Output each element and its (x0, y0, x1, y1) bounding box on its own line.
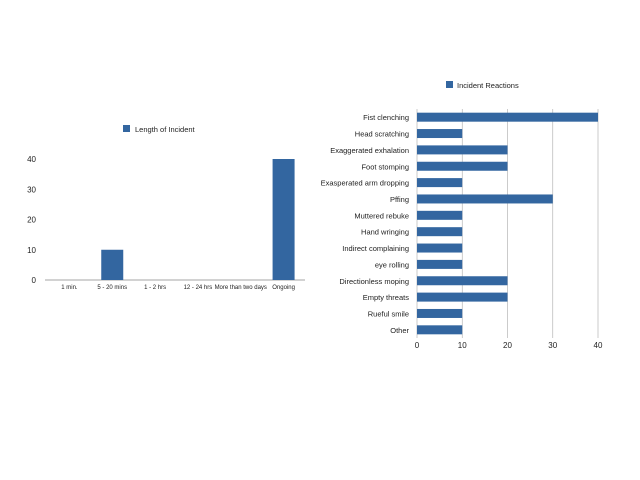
length-x-tick-label: 5 - 20 mins (97, 285, 127, 291)
reactions-bar (417, 112, 598, 122)
reactions-category-label: Pffing (390, 195, 409, 204)
reactions-category-label: Directionless moping (339, 277, 409, 286)
reactions-y-axis: Fist clenching Head scratching Exaggerated… (321, 113, 410, 335)
reactions-category-label: Indirect complaining (342, 244, 409, 253)
reactions-x-tick-label: 40 (594, 341, 603, 350)
reactions-category-label: Foot stomping (361, 162, 409, 171)
reactions-bar (417, 259, 463, 269)
reactions-x-tick-label: 0 (415, 341, 420, 350)
reactions-category-label: Exaggerated exhalation (330, 146, 409, 155)
reactions-bar (417, 292, 508, 302)
reactions-bar (417, 210, 463, 220)
reactions-x-tick-label: 10 (458, 341, 467, 350)
reactions-category-label: Rueful smile (368, 309, 409, 318)
reactions-bar (417, 145, 508, 155)
reactions-category-label: Muttered rebuke (354, 211, 409, 220)
reactions-category-label: eye rolling (375, 260, 409, 269)
reactions-category-label: Exasperated arm dropping (321, 179, 409, 188)
length-y-axis: 0 10 20 30 40 (27, 155, 36, 285)
length-bars (101, 159, 295, 280)
reactions-category-label: Hand wringing (361, 228, 409, 237)
reactions-bar (417, 178, 463, 188)
reactions-gridlines (416, 109, 599, 338)
reactions-x-tick-label: 30 (548, 341, 557, 350)
reactions-bar (417, 161, 508, 171)
reactions-category-label: Other (390, 326, 409, 335)
length-y-tick-label: 0 (32, 276, 37, 285)
reactions-category-label: Fist clenching (363, 113, 409, 122)
reactions-x-axis: 0 10 20 30 40 (415, 341, 603, 350)
reactions-bar (417, 308, 463, 318)
reactions-bar (417, 129, 463, 139)
reactions-bar (417, 276, 508, 286)
length-x-tick-label: Ongoing (272, 285, 295, 291)
reactions-bars (417, 112, 598, 335)
reactions-category-label: Head scratching (355, 130, 409, 139)
length-x-tick-label: 1 min. (61, 285, 78, 291)
length-of-incident-chart: Length of Incident 0 10 20 30 40 1 min. 5 - 2… (27, 125, 305, 291)
reactions-bar (417, 325, 463, 335)
length-legend-swatch (123, 125, 130, 132)
length-bar (101, 249, 124, 280)
length-x-tick-label: 12 - 24 hrs (184, 285, 213, 291)
length-y-tick-label: 20 (27, 216, 36, 225)
reactions-bar (417, 194, 553, 204)
reactions-x-tick-label: 20 (503, 341, 512, 350)
reactions-category-label: Empty threats (363, 293, 410, 302)
length-y-tick-label: 40 (27, 155, 36, 164)
reactions-legend-label: Incident Reactions (457, 81, 519, 90)
reactions-bar (417, 243, 463, 253)
length-y-tick-label: 10 (27, 246, 36, 255)
length-x-tick-label: 1 - 2 hrs (144, 285, 166, 291)
length-bar (272, 159, 295, 280)
reactions-bar (417, 227, 463, 237)
reactions-legend-swatch (446, 81, 453, 88)
length-y-tick-label: 30 (27, 185, 36, 194)
length-x-tick-label: More than two days (215, 285, 267, 291)
length-legend-label: Length of Incident (135, 125, 196, 134)
incident-reactions-chart: Incident Reactions Fist clenching Head sc… (321, 81, 603, 350)
length-x-axis: 1 min. 5 - 20 mins 1 - 2 hrs 12 - 24 hrs Mor… (61, 285, 295, 291)
